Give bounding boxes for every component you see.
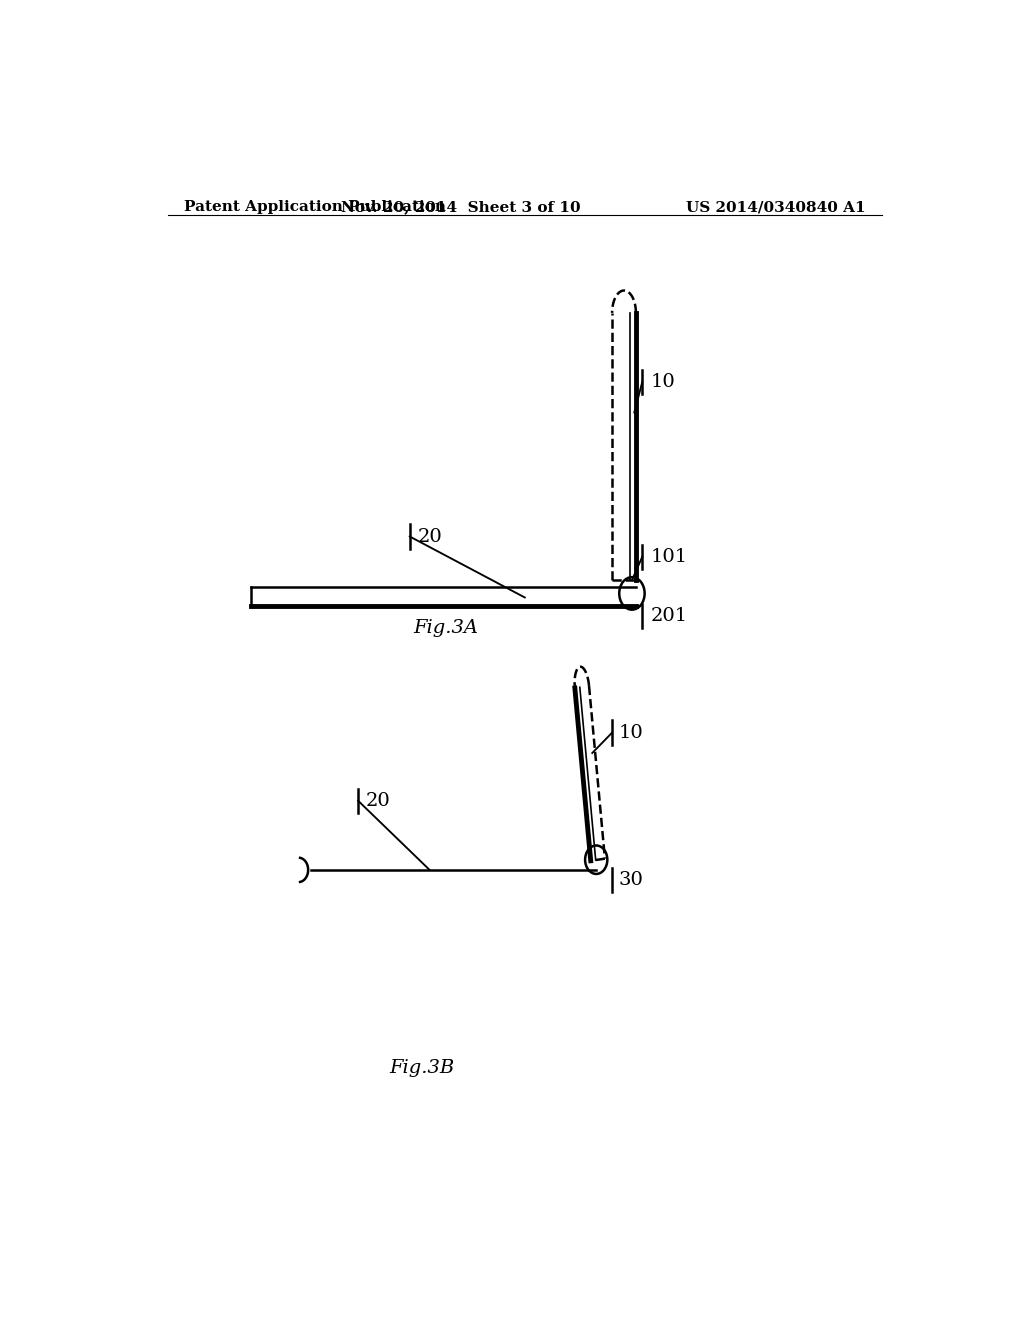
Text: 30: 30 (618, 871, 643, 890)
Text: US 2014/0340840 A1: US 2014/0340840 A1 (686, 201, 866, 214)
Text: 101: 101 (650, 548, 687, 566)
Text: Fig.3A: Fig.3A (413, 619, 478, 638)
Text: 10: 10 (650, 374, 675, 391)
Text: Patent Application Publication: Patent Application Publication (183, 201, 445, 214)
Text: 20: 20 (367, 792, 391, 809)
Text: 201: 201 (650, 607, 687, 624)
Text: Fig.3B: Fig.3B (389, 1059, 455, 1077)
Text: 20: 20 (418, 528, 442, 545)
Text: Nov. 20, 2014  Sheet 3 of 10: Nov. 20, 2014 Sheet 3 of 10 (341, 201, 582, 214)
Text: 10: 10 (618, 723, 643, 742)
